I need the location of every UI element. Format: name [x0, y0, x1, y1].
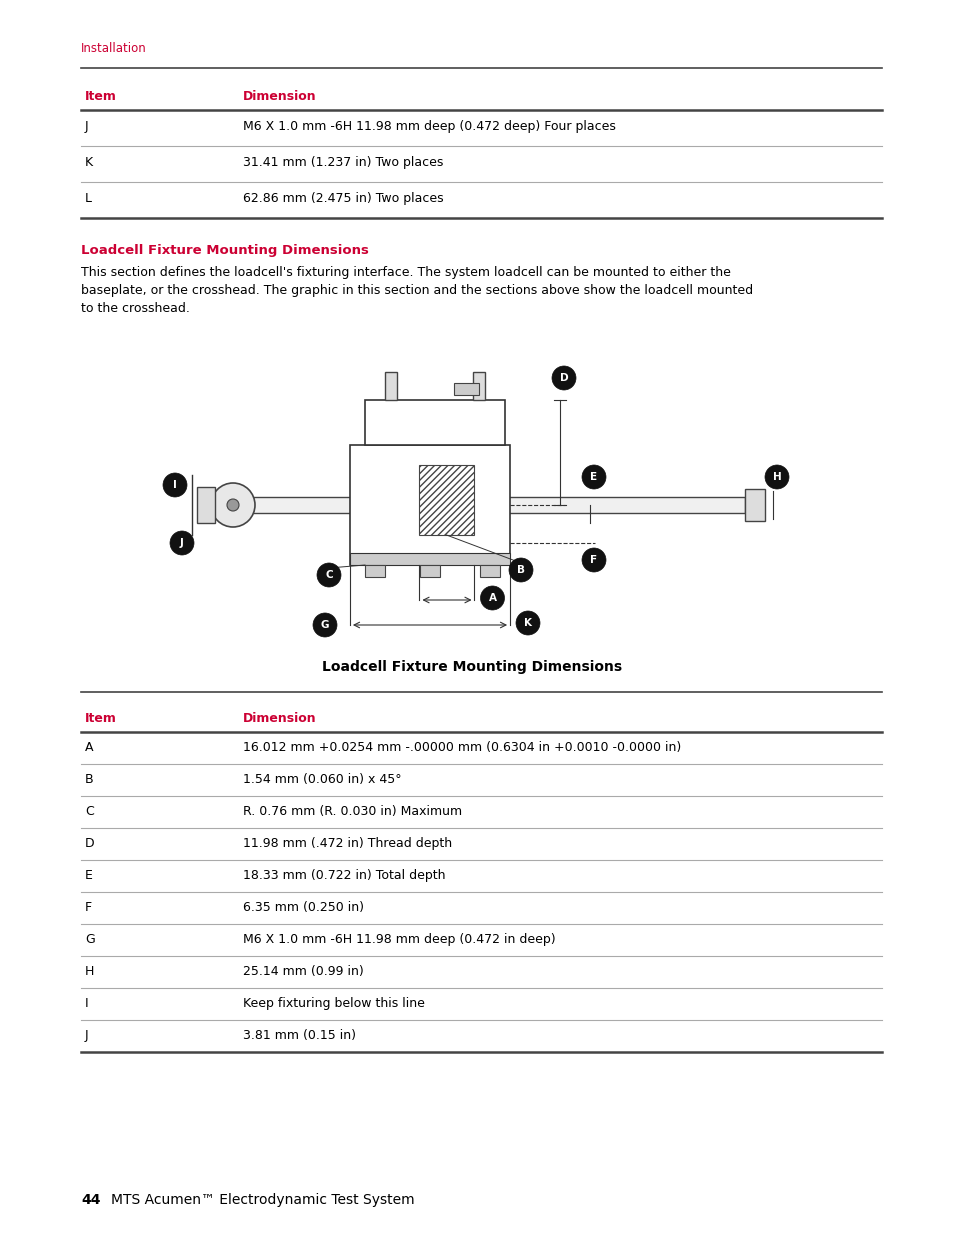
Text: 1.54 mm (0.060 in) x 45°: 1.54 mm (0.060 in) x 45°: [243, 773, 401, 785]
Circle shape: [163, 473, 187, 496]
Text: 6.35 mm (0.250 in): 6.35 mm (0.250 in): [243, 902, 364, 914]
Bar: [365, 564, 385, 577]
Circle shape: [581, 466, 605, 489]
Circle shape: [480, 585, 504, 610]
Text: 44: 44: [81, 1193, 100, 1207]
Text: J: J: [85, 120, 89, 133]
Text: 62.86 mm (2.475 in) Two places: 62.86 mm (2.475 in) Two places: [243, 191, 443, 205]
Text: I: I: [85, 997, 89, 1010]
Text: Loadcell Fixture Mounting Dimensions: Loadcell Fixture Mounting Dimensions: [321, 659, 621, 674]
Text: Item: Item: [85, 90, 117, 103]
Bar: [350, 445, 510, 564]
Circle shape: [509, 558, 533, 582]
Text: H: H: [772, 472, 781, 482]
Circle shape: [764, 466, 788, 489]
Circle shape: [516, 611, 539, 635]
Text: Keep fixturing below this line: Keep fixturing below this line: [243, 997, 425, 1010]
Text: M6 X 1.0 mm -6H 11.98 mm deep (0.472 deep) Four places: M6 X 1.0 mm -6H 11.98 mm deep (0.472 dee…: [243, 120, 616, 133]
Text: 25.14 mm (0.99 in): 25.14 mm (0.99 in): [243, 965, 364, 978]
Text: F: F: [85, 902, 92, 914]
Text: B: B: [517, 564, 524, 576]
Text: K: K: [523, 618, 532, 629]
Bar: [473, 372, 484, 400]
Bar: [350, 553, 510, 564]
Text: K: K: [85, 156, 93, 169]
Text: F: F: [590, 555, 597, 564]
Bar: [744, 489, 764, 521]
Text: G: G: [320, 620, 329, 630]
Text: This section defines the loadcell's fixturing interface. The system loadcell can: This section defines the loadcell's fixt…: [81, 266, 730, 279]
Text: 3.81 mm (0.15 in): 3.81 mm (0.15 in): [243, 1029, 355, 1042]
Text: 16.012 mm +0.0254 mm -.00000 mm (0.6304 in +0.0010 -0.0000 in): 16.012 mm +0.0254 mm -.00000 mm (0.6304 …: [243, 741, 680, 755]
Text: A: A: [488, 593, 496, 603]
Text: I: I: [172, 480, 176, 490]
Text: C: C: [325, 571, 333, 580]
Text: 18.33 mm (0.722 in) Total depth: 18.33 mm (0.722 in) Total depth: [243, 869, 445, 882]
Text: G: G: [85, 932, 94, 946]
Text: E: E: [590, 472, 597, 482]
Text: H: H: [85, 965, 94, 978]
Bar: [214, 496, 744, 513]
Text: J: J: [180, 538, 184, 548]
Circle shape: [316, 563, 340, 587]
Bar: [196, 487, 214, 522]
Text: Installation: Installation: [81, 42, 147, 56]
Text: L: L: [85, 191, 92, 205]
Text: A: A: [85, 741, 93, 755]
Bar: [419, 466, 474, 535]
Bar: [419, 564, 439, 577]
Text: R. 0.76 mm (R. 0.030 in) Maximum: R. 0.76 mm (R. 0.030 in) Maximum: [243, 805, 462, 818]
Bar: [479, 564, 499, 577]
Circle shape: [581, 548, 605, 572]
Circle shape: [227, 499, 239, 511]
Circle shape: [211, 483, 254, 527]
Text: baseplate, or the crosshead. The graphic in this section and the sections above : baseplate, or the crosshead. The graphic…: [81, 284, 753, 296]
Text: D: D: [85, 837, 94, 850]
Text: Dimension: Dimension: [243, 713, 316, 725]
Circle shape: [170, 531, 193, 555]
Text: to the crosshead.: to the crosshead.: [81, 303, 190, 315]
Text: 31.41 mm (1.237 in) Two places: 31.41 mm (1.237 in) Two places: [243, 156, 443, 169]
Text: 11.98 mm (.472 in) Thread depth: 11.98 mm (.472 in) Thread depth: [243, 837, 452, 850]
Bar: [365, 400, 504, 445]
Text: Dimension: Dimension: [243, 90, 316, 103]
Bar: [385, 372, 396, 400]
Text: D: D: [559, 373, 568, 383]
Circle shape: [552, 366, 576, 390]
Text: E: E: [85, 869, 92, 882]
Text: C: C: [85, 805, 93, 818]
Text: M6 X 1.0 mm -6H 11.98 mm deep (0.472 in deep): M6 X 1.0 mm -6H 11.98 mm deep (0.472 in …: [243, 932, 556, 946]
Text: Loadcell Fixture Mounting Dimensions: Loadcell Fixture Mounting Dimensions: [81, 245, 369, 257]
Text: J: J: [85, 1029, 89, 1042]
Text: B: B: [85, 773, 93, 785]
Text: Item: Item: [85, 713, 117, 725]
Text: MTS Acumen™ Electrodynamic Test System: MTS Acumen™ Electrodynamic Test System: [111, 1193, 415, 1207]
Circle shape: [313, 613, 336, 637]
Bar: [454, 383, 479, 395]
